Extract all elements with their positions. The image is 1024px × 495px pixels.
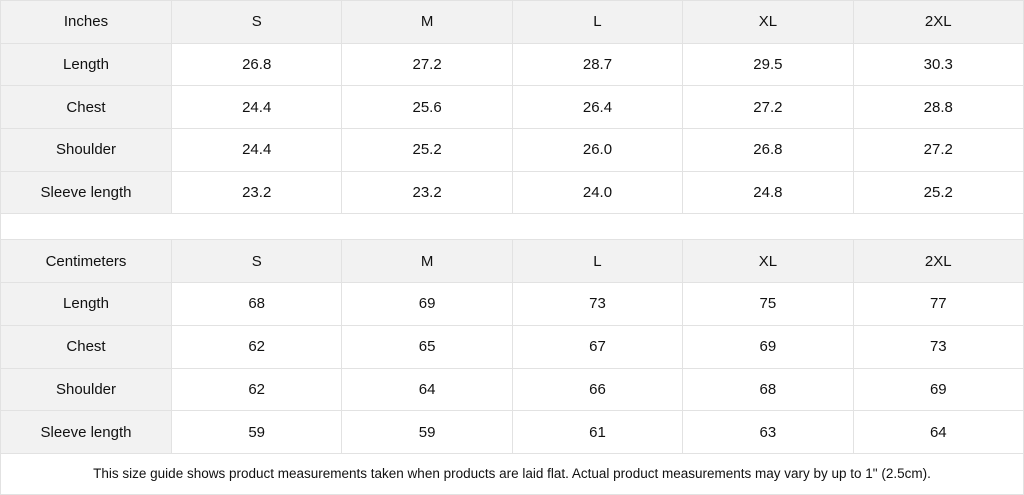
cell: 28.8 <box>852 85 1024 130</box>
cell: 28.7 <box>511 42 684 87</box>
cell: 64 <box>852 410 1024 454</box>
cell: 2XL <box>852 0 1024 44</box>
table-row: Sleeve length 23.2 23.2 24.0 24.8 25.2 <box>0 170 1024 215</box>
cell: 68 <box>170 282 343 326</box>
cell: 61 <box>511 410 684 454</box>
cell: 24.8 <box>682 170 854 215</box>
cell: 77 <box>852 282 1024 326</box>
cell: 25.6 <box>341 85 513 130</box>
table-row: Shoulder 62 64 66 68 69 <box>0 367 1024 412</box>
table-row: Sleeve length 59 59 61 63 64 <box>0 410 1024 454</box>
spacer <box>0 213 1024 241</box>
cell: 69 <box>341 282 513 326</box>
table-row: Length 26.8 27.2 28.7 29.5 30.3 <box>0 42 1024 87</box>
cell: M <box>341 239 513 284</box>
table-row: Chest 62 65 67 69 73 <box>0 324 1024 369</box>
row-label: Sleeve length <box>0 170 172 215</box>
cell: 30.3 <box>852 42 1024 87</box>
cell: 75 <box>682 282 854 326</box>
cell: 26.4 <box>511 85 684 130</box>
cell: 66 <box>511 367 684 412</box>
cell: 63 <box>682 410 854 454</box>
row-label: Sleeve length <box>0 410 172 454</box>
cell: 26.8 <box>682 128 854 172</box>
cell: 69 <box>682 324 854 369</box>
centimeters-header-row: Centimeters S M L XL 2XL <box>0 239 1024 284</box>
cell: 59 <box>170 410 343 454</box>
row-label: Chest <box>0 85 172 130</box>
table-row: Shoulder 24.4 25.2 26.0 26.8 27.2 <box>0 128 1024 172</box>
cell: 26.8 <box>170 42 343 87</box>
cell: 25.2 <box>341 128 513 172</box>
cell: 2XL <box>852 239 1024 284</box>
footnote-row: This size guide shows product measuremen… <box>0 452 1024 495</box>
inches-header-row: Inches S M L XL 2XL <box>0 0 1024 44</box>
cell: 24.4 <box>170 128 343 172</box>
cell: 62 <box>170 324 343 369</box>
cell: 27.2 <box>341 42 513 87</box>
cell: 27.2 <box>682 85 854 130</box>
row-label: Length <box>0 282 172 326</box>
row-label: Inches <box>0 0 172 44</box>
cell: S <box>170 0 343 44</box>
cell: 24.0 <box>511 170 684 215</box>
cell: XL <box>682 239 854 284</box>
cell: L <box>511 0 684 44</box>
cell: 24.4 <box>170 85 343 130</box>
cell: 68 <box>682 367 854 412</box>
spacer-row <box>0 213 1024 241</box>
cell: 65 <box>341 324 513 369</box>
row-label: Shoulder <box>0 128 172 172</box>
cell: 29.5 <box>682 42 854 87</box>
row-label: Centimeters <box>0 239 172 284</box>
cell: M <box>341 0 513 44</box>
cell: L <box>511 239 684 284</box>
cell: 69 <box>852 367 1024 412</box>
cell: S <box>170 239 343 284</box>
table-row: Chest 24.4 25.6 26.4 27.2 28.8 <box>0 85 1024 130</box>
table-row: Length 68 69 73 75 77 <box>0 282 1024 326</box>
cell: 67 <box>511 324 684 369</box>
cell: 25.2 <box>852 170 1024 215</box>
row-label: Chest <box>0 324 172 369</box>
cell: 26.0 <box>511 128 684 172</box>
row-label: Shoulder <box>0 367 172 412</box>
cell: 23.2 <box>170 170 343 215</box>
cell: 27.2 <box>852 128 1024 172</box>
cell: 64 <box>341 367 513 412</box>
cell: XL <box>682 0 854 44</box>
cell: 62 <box>170 367 343 412</box>
cell: 73 <box>852 324 1024 369</box>
cell: 23.2 <box>341 170 513 215</box>
row-label: Length <box>0 42 172 87</box>
cell: 73 <box>511 282 684 326</box>
footnote: This size guide shows product measuremen… <box>0 452 1024 495</box>
cell: 59 <box>341 410 513 454</box>
